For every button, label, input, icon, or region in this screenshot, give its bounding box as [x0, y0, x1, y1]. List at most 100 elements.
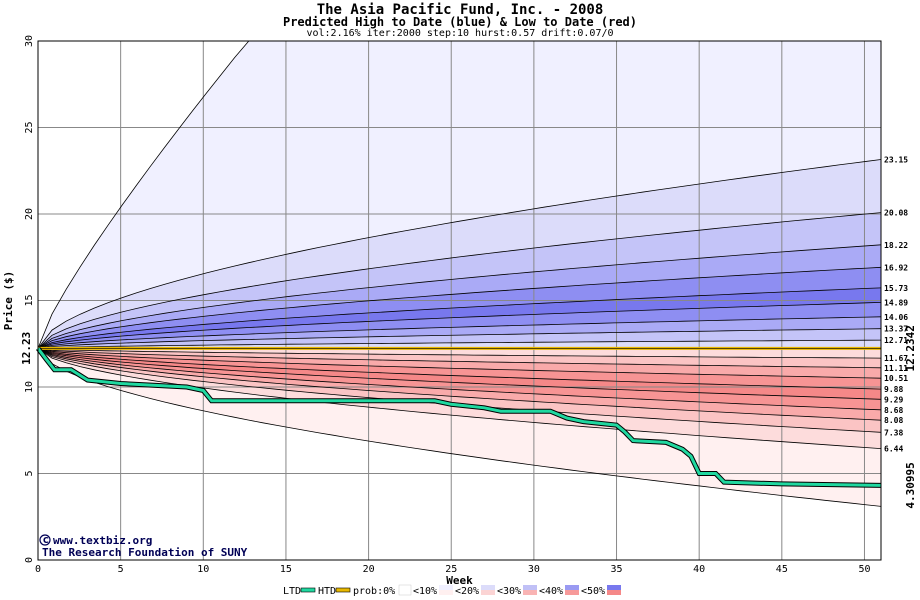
legend-htd-swatch — [335, 587, 351, 593]
y-tick-label-6: 30 — [24, 35, 35, 47]
high-line-7 — [37, 212, 882, 349]
chart-subtitle: Predicted High to Date (blue) & Low to D… — [282, 15, 637, 29]
ltd-line — [36, 347, 882, 487]
legend-bin-label-1: <20% — [455, 586, 479, 597]
right-end-label-17: 6.44 — [884, 445, 903, 454]
low-band-5 — [38, 348, 881, 410]
right-end-label-6: 13.37 — [884, 325, 908, 334]
x-tick-label-8: 40 — [693, 564, 705, 575]
legend-bin-label-0: <10% — [413, 586, 437, 597]
x-tick-label-10: 50 — [858, 564, 870, 575]
legend-ltd-swatch — [300, 587, 316, 593]
low-band-6 — [38, 348, 881, 421]
legend-bin-swatch-high-3 — [565, 585, 579, 590]
legend-bin-label-2: <30% — [497, 586, 521, 597]
y-tick-label-3: 15 — [24, 294, 35, 306]
x-tick-label-6: 30 — [528, 564, 540, 575]
high-band-6 — [38, 244, 881, 349]
low-line-4 — [37, 348, 882, 400]
high-band-5 — [38, 267, 881, 349]
right-end-label-11: 10.51 — [884, 374, 908, 383]
legend-bin-0-swatch — [398, 584, 412, 596]
high-line-6 — [37, 244, 882, 349]
y-tick-label-4: 20 — [24, 208, 35, 220]
x-axis-label: Week — [446, 574, 473, 587]
high-line-2 — [37, 316, 882, 349]
right-end-label-12: 9.88 — [884, 385, 903, 394]
high-band-3 — [38, 302, 881, 349]
x-tick-label-0: 0 — [35, 564, 41, 575]
right-end-label-4: 23.15 — [884, 156, 908, 165]
high-band-0 — [38, 340, 881, 349]
low-band-1 — [38, 348, 881, 368]
high-band-4 — [38, 287, 881, 349]
legend-bin-swatch-low-1 — [481, 590, 495, 595]
x-tick-label-2: 10 — [197, 564, 209, 575]
right-end-label-16: 7.38 — [884, 428, 903, 437]
high-line-0 — [37, 339, 882, 349]
right-end-label-13: 9.29 — [884, 395, 903, 404]
right-end-label-7: 14.06 — [884, 313, 908, 322]
legend-ltd-label: LTD — [283, 586, 301, 597]
legend-bin-swatch-low-3 — [565, 590, 579, 595]
y-tick-label-1: 5 — [24, 470, 35, 476]
current-price-label: 12.2342 — [904, 325, 917, 371]
copyright-mark: c — [43, 533, 50, 546]
low-line-9 — [37, 348, 882, 507]
legend-bin-swatch-low-2 — [523, 590, 537, 595]
low-band-7 — [38, 348, 881, 433]
low-band-8 — [38, 348, 881, 449]
legend-bin-swatch-low-0 — [439, 590, 453, 595]
credit-org: The Research Foundation of SUNY — [42, 546, 248, 559]
x-tick-label-3: 15 — [280, 564, 292, 575]
legend-bin-label-3: <40% — [539, 586, 563, 597]
high-band-9 — [38, 41, 881, 349]
high-band-1 — [38, 328, 881, 349]
start-price-label: 12.23 — [20, 332, 33, 365]
y-tick-label-0: 0 — [24, 557, 35, 563]
right-end-label-3: 20.08 — [884, 209, 908, 218]
x-tick-label-5: 25 — [445, 564, 457, 575]
x-tick-label-4: 20 — [363, 564, 375, 575]
right-end-label-1: 16.92 — [884, 263, 908, 272]
high-line-5 — [37, 266, 882, 349]
legend-prob-label: prob:0% — [353, 586, 395, 597]
legend-bin-swatch-high-0 — [439, 585, 453, 590]
high-band-2 — [38, 316, 881, 349]
right-end-label-10: 11.11 — [884, 364, 908, 373]
chart-title: The Asia Pacific Fund, Inc. - 2008 — [316, 2, 604, 18]
y-tick-label-2: 10 — [24, 381, 35, 393]
low-line-0 — [37, 348, 882, 359]
low-band-9 — [38, 348, 881, 507]
low-line-6 — [37, 348, 882, 421]
chart-params: vol:2.16% iter:2000 step:10 hurst:0.57 d… — [306, 28, 614, 39]
right-end-label-8: 14.89 — [884, 298, 908, 307]
y-axis-label: Price ($) — [2, 271, 15, 331]
copyright-icon — [39, 534, 51, 546]
high-line-1 — [37, 328, 882, 349]
right-end-label-9: 11.67 — [884, 354, 908, 363]
x-tick-label-1: 5 — [118, 564, 124, 575]
plot-frame — [37, 40, 882, 561]
y-tick-label-5: 25 — [24, 121, 35, 133]
x-tick-label-9: 45 — [776, 564, 788, 575]
legend-bin-swatch-high-2 — [523, 585, 537, 590]
low-line-3 — [37, 348, 882, 390]
right-end-label-14: 8.68 — [884, 406, 903, 415]
x-tick-label-7: 35 — [611, 564, 623, 575]
legend-bin-label-4: <50% — [581, 586, 605, 597]
right-end-label-0: 15.73 — [884, 284, 908, 293]
legend-bin-swatch-high-1 — [481, 585, 495, 590]
low-band-0 — [38, 348, 881, 359]
right-end-label-15: 8.08 — [884, 416, 903, 425]
right-end-label-5: 12.71 — [884, 336, 908, 345]
high-line-3 — [37, 302, 882, 349]
last-low-label: 4.30995 — [904, 462, 917, 508]
low-line-5 — [37, 348, 882, 411]
low-line-2 — [37, 348, 882, 379]
right-end-label-2: 18.22 — [884, 241, 908, 250]
legend-bin-swatch-high-4 — [607, 585, 621, 590]
high-line-4 — [37, 287, 882, 349]
low-line-1 — [37, 348, 882, 369]
